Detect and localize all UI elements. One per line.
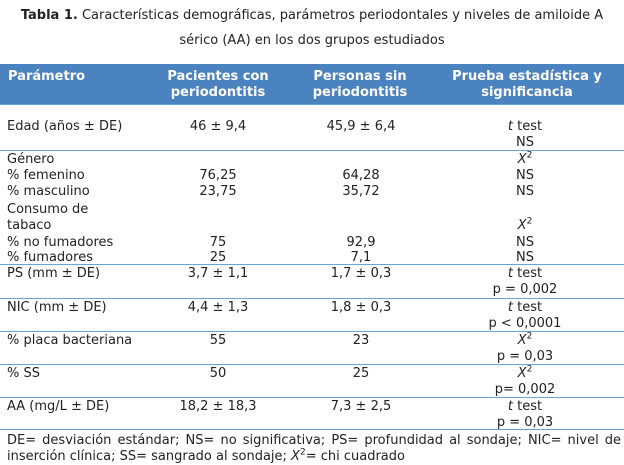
test-name: X (517, 152, 527, 167)
test-significance: p < 0,0001 (488, 316, 562, 331)
footnote-end: = chi cuadrado (305, 449, 405, 464)
cell-param-line1: Consumo de (7, 202, 89, 217)
caption-text-1: Características demográficas, parámetros… (77, 8, 604, 23)
header-test-line1: Prueba estadística y (452, 69, 602, 84)
cell-param: % fumadores (7, 250, 93, 265)
cell-group2: 45,9 ± 6,4 (326, 119, 396, 134)
cell-test: X2 (432, 216, 618, 234)
cell-group1: 76,25 (199, 168, 237, 183)
cell-param: % SS (7, 366, 40, 381)
header-group2: Personas sin periodontitis (290, 69, 430, 101)
test-significance: p = 0,03 (496, 349, 554, 364)
cell-test: t test NS (432, 119, 618, 151)
cell-param-line2: tabaco (7, 218, 52, 233)
cell-test: X2 p = 0,03 (432, 331, 618, 365)
row-divider (0, 264, 624, 265)
header-param: Parámetro (8, 69, 86, 84)
cell-group1: 23,75 (199, 184, 237, 199)
footnote-chi-symbol: X (291, 449, 300, 464)
header-group1-line2: periodontitis (170, 85, 266, 100)
cell-param: % placa bacteriana (7, 333, 133, 348)
cell-test: X2 p= 0,002 (432, 364, 618, 398)
row-divider (0, 364, 624, 365)
row-divider (0, 429, 624, 430)
cell-group1: 4,4 ± 1,3 (187, 300, 249, 315)
cell-group2: 1,8 ± 0,3 (330, 300, 392, 315)
cell-group2: 23 (352, 333, 370, 348)
test-suffix: test (513, 119, 543, 134)
test-suffix: test (513, 300, 543, 315)
cell-param: Género (7, 152, 55, 167)
table-footnote: DE= desviación estándar; NS= no signific… (7, 433, 621, 465)
row-divider (0, 298, 624, 299)
test-name: t (507, 266, 513, 281)
test-superscript: 2 (526, 364, 533, 375)
test-significance: NS (516, 235, 534, 250)
row-divider (0, 397, 624, 398)
test-name: X (517, 218, 527, 233)
test-name: t (507, 300, 513, 315)
header-group2-line1: Personas sin (313, 69, 407, 84)
cell-group2: 35,72 (342, 184, 380, 199)
cell-group1: 18,2 ± 18,3 (179, 399, 257, 414)
cell-group1: 25 (209, 250, 227, 265)
row-divider (0, 150, 624, 151)
test-name: X (517, 333, 527, 348)
test-name: t (507, 399, 513, 414)
row-divider (0, 104, 624, 105)
cell-param: PS (mm ± DE) (7, 266, 101, 281)
caption-line-1: Tabla 1. Características demográficas, p… (0, 3, 624, 28)
test-significance: NS (516, 135, 534, 150)
table-caption: Tabla 1. Características demográficas, p… (0, 3, 624, 53)
test-superscript: 2 (526, 331, 533, 342)
cell-test: t test p < 0,0001 (432, 300, 618, 332)
header-group1: Pacientes con periodontitis (150, 69, 286, 101)
footnote-text: DE= desviación estándar; NS= no signific… (7, 433, 621, 464)
header-test: Prueba estadística y significancia (432, 69, 622, 101)
cell-group2: 92,9 (346, 235, 376, 250)
cell-group1: 55 (209, 333, 227, 348)
footnote-superscript: 2 (299, 447, 306, 458)
cell-test: t test p = 0,03 (432, 399, 618, 431)
cell-group2: 7,1 (350, 250, 372, 265)
cell-param: % masculino (7, 184, 90, 199)
test-name: X (517, 366, 527, 381)
cell-group2: 7,3 ± 2,5 (330, 399, 392, 414)
header-group1-line1: Pacientes con (167, 69, 269, 84)
cell-param: NIC (mm ± DE) (7, 300, 107, 315)
test-significance: p = 0,002 (492, 282, 558, 297)
table-header: Parámetro Pacientes con periodontitis Pe… (0, 64, 624, 104)
cell-group1: 75 (209, 235, 227, 250)
test-significance: NS (516, 184, 534, 199)
cell-param: Consumo de tabaco (7, 202, 88, 234)
test-suffix: test (513, 266, 543, 281)
caption-line-2: sérico (AA) en los dos grupos estudiados (179, 33, 445, 48)
cell-group1: 46 ± 9,4 (189, 119, 247, 134)
cell-test: t test p = 0,002 (432, 266, 618, 298)
row-divider (0, 331, 624, 332)
cell-group2: 64,28 (342, 168, 380, 183)
cell-param: Edad (años ± DE) (7, 119, 123, 134)
test-significance: p = 0,03 (496, 415, 554, 430)
test-significance: p= 0,002 (494, 382, 556, 397)
test-suffix: test (513, 399, 543, 414)
cell-param: AA (mg/L ± DE) (7, 399, 110, 414)
cell-group1: 3,7 ± 1,1 (187, 266, 249, 281)
cell-group2: 1,7 ± 0,3 (330, 266, 392, 281)
cell-group1: 50 (209, 366, 227, 381)
header-test-line2: significancia (481, 85, 573, 100)
cell-param: % femenino (7, 168, 85, 183)
test-name: t (507, 119, 513, 134)
caption-label: Tabla 1. (20, 8, 78, 23)
test-significance: NS (516, 250, 534, 265)
cell-test: X2 (432, 150, 618, 168)
test-superscript: 2 (526, 150, 533, 161)
test-significance: NS (516, 168, 534, 183)
test-superscript: 2 (526, 216, 533, 227)
cell-param: % no fumadores (7, 235, 114, 250)
header-group2-line2: periodontitis (312, 85, 408, 100)
cell-group2: 25 (352, 366, 370, 381)
